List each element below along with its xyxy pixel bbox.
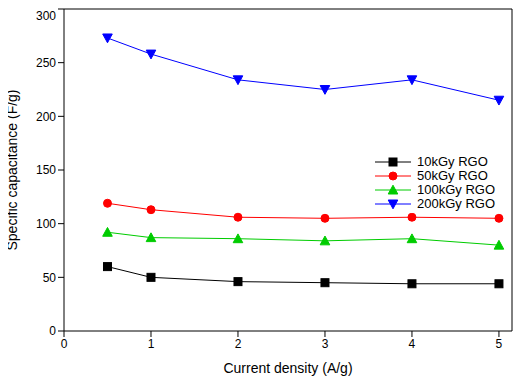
svg-text:1: 1 bbox=[148, 337, 155, 351]
html-text:100kGy RGO: 100kGy RGO bbox=[417, 182, 495, 197]
svg-text:Specific capacitance (F/g): Specific capacitance (F/g) bbox=[8, 89, 20, 250]
svg-text:3: 3 bbox=[322, 337, 329, 351]
svg-text:4: 4 bbox=[409, 337, 416, 351]
svg-text:0: 0 bbox=[61, 337, 68, 351]
svg-text:100: 100 bbox=[36, 217, 56, 231]
svg-text:Current density (A/g): Current density (A/g) bbox=[223, 360, 352, 376]
html-text:50kGy RGO: 50kGy RGO bbox=[417, 168, 488, 183]
svg-text:250: 250 bbox=[36, 56, 56, 70]
svg-text:2: 2 bbox=[235, 337, 242, 351]
svg-text:200: 200 bbox=[36, 110, 56, 124]
html-text:200kGy RGO: 200kGy RGO bbox=[417, 196, 495, 211]
svg-text:50: 50 bbox=[43, 271, 57, 285]
svg-text:5: 5 bbox=[496, 337, 503, 351]
svg-text:300: 300 bbox=[36, 9, 56, 23]
html-text:10kGy RGO: 10kGy RGO bbox=[417, 154, 488, 169]
svg-text:150: 150 bbox=[36, 163, 56, 177]
svg-text:0: 0 bbox=[49, 324, 56, 338]
